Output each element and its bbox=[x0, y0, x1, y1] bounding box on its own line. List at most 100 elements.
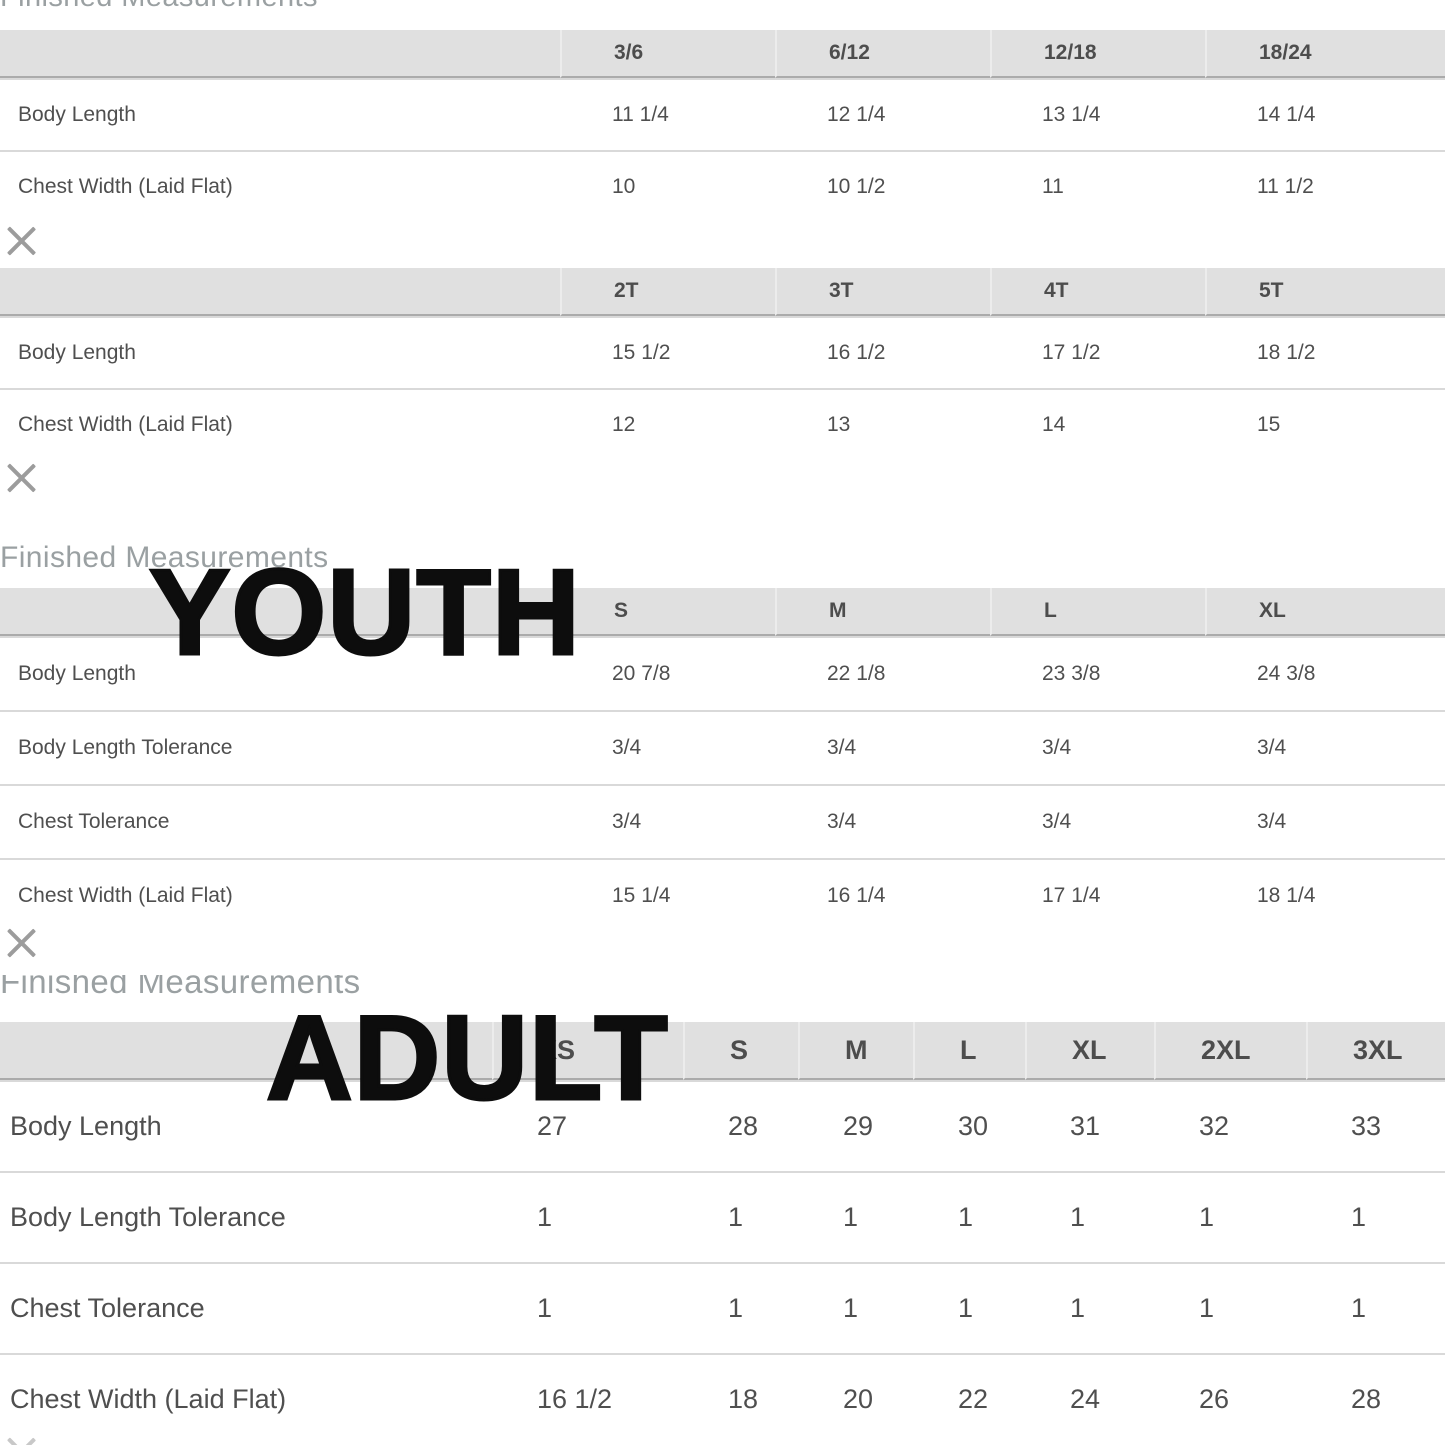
section-title-youth: Finished Measurements bbox=[0, 541, 329, 574]
header-spacer bbox=[0, 30, 560, 78]
cell-value: 27 bbox=[492, 1080, 683, 1171]
cell-value: 30 bbox=[913, 1080, 1025, 1171]
cell-value: 11 1/4 bbox=[560, 78, 775, 150]
cell-value: 3/4 bbox=[560, 710, 775, 784]
table-row: Chest Tolerance 1 1 1 1 1 1 1 bbox=[0, 1262, 1445, 1353]
row-label: Chest Width (Laid Flat) bbox=[0, 388, 560, 460]
column-header-xl: XL bbox=[1025, 1022, 1154, 1080]
cell-value: 1 bbox=[492, 1171, 683, 1262]
column-header-3xl: 3XL bbox=[1306, 1022, 1445, 1080]
youth-overlay-text: YOUTH bbox=[148, 544, 582, 680]
table-row: Body Length 15 1/2 16 1/2 17 1/2 18 1/2 bbox=[0, 316, 1445, 388]
cell-value: 1 bbox=[1306, 1171, 1445, 1262]
cell-value: 24 3/8 bbox=[1205, 636, 1445, 710]
row-label: Body Length bbox=[0, 1080, 492, 1171]
column-header-m: M bbox=[775, 588, 990, 636]
column-header-m: M bbox=[798, 1022, 913, 1080]
column-header-xs: XS bbox=[492, 1022, 683, 1080]
cell-value: 29 bbox=[798, 1080, 913, 1171]
table-row: Chest Width (Laid Flat) 15 1/4 16 1/4 17 1/… bbox=[0, 858, 1445, 932]
header-spacer bbox=[0, 268, 560, 316]
close-icon[interactable] bbox=[7, 226, 37, 256]
cell-value: 1 bbox=[798, 1262, 913, 1353]
cell-value: 3/4 bbox=[990, 784, 1205, 858]
row-label: Body Length bbox=[0, 636, 560, 710]
row-label: Body Length Tolerance bbox=[0, 710, 560, 784]
cell-value: 15 1/2 bbox=[560, 316, 775, 388]
table-row: Body Length 27 28 29 30 31 32 33 bbox=[0, 1080, 1445, 1171]
row-label: Chest Tolerance bbox=[0, 1262, 492, 1353]
cell-value: 16 1/4 bbox=[775, 858, 990, 932]
cell-value: 1 bbox=[1025, 1171, 1154, 1262]
youth-size-table: S M L XL Body Length 20 7/8 22 1/8 23 3/8 24 3/8… bbox=[0, 588, 1445, 932]
column-header-2t: 2T bbox=[560, 268, 775, 316]
cell-value: 33 bbox=[1306, 1080, 1445, 1171]
cell-value: 22 bbox=[913, 1353, 1025, 1444]
table-row: Body Length 11 1/4 12 1/4 13 1/4 14 1/4 bbox=[0, 78, 1445, 150]
close-icon[interactable] bbox=[7, 1437, 37, 1445]
cell-value: 10 bbox=[560, 150, 775, 222]
row-label: Chest Width (Laid Flat) bbox=[0, 1353, 492, 1444]
column-header-l: L bbox=[913, 1022, 1025, 1080]
header-spacer bbox=[0, 1022, 492, 1080]
cell-value: 10 1/2 bbox=[775, 150, 990, 222]
toddler-size-table: 2T 3T 4T 5T Body Length 15 1/2 16 1/2 17 1/2 18 … bbox=[0, 268, 1445, 460]
column-header-s: S bbox=[683, 1022, 798, 1080]
column-header-3-6: 3/6 bbox=[560, 30, 775, 78]
column-header-xl: XL bbox=[1205, 588, 1445, 636]
cell-value: 32 bbox=[1154, 1080, 1306, 1171]
column-header-2xl: 2XL bbox=[1154, 1022, 1306, 1080]
column-header-s: S bbox=[560, 588, 775, 636]
table-row: Chest Width (Laid Flat) 12 13 14 15 bbox=[0, 388, 1445, 460]
column-header-l: L bbox=[990, 588, 1205, 636]
cell-value: 24 bbox=[1025, 1353, 1154, 1444]
column-header-6-12: 6/12 bbox=[775, 30, 990, 78]
cell-value: 17 1/2 bbox=[990, 316, 1205, 388]
cell-value: 1 bbox=[798, 1171, 913, 1262]
table-row: Chest Tolerance 3/4 3/4 3/4 3/4 bbox=[0, 784, 1445, 858]
cell-value: 17 1/4 bbox=[990, 858, 1205, 932]
table-row: Chest Width (Laid Flat) 10 10 1/2 11 11 1/2 bbox=[0, 150, 1445, 222]
adult-size-table: XS S M L XL 2XL 3XL Body Length 27 28 29 30 31 32 33 Bo… bbox=[0, 1022, 1445, 1444]
column-header-18-24: 18/24 bbox=[1205, 30, 1445, 78]
section-title-adult: Finished Measurements bbox=[0, 975, 361, 1000]
cell-value: 13 bbox=[775, 388, 990, 460]
cell-value: 16 1/2 bbox=[492, 1353, 683, 1444]
cell-value: 15 1/4 bbox=[560, 858, 775, 932]
cell-value: 14 bbox=[990, 388, 1205, 460]
table-row: Body Length Tolerance 3/4 3/4 3/4 3/4 bbox=[0, 710, 1445, 784]
section-title-adult-clip: Finished Measurements bbox=[0, 975, 640, 1003]
row-label: Chest Tolerance bbox=[0, 784, 560, 858]
cell-value: 31 bbox=[1025, 1080, 1154, 1171]
cell-value: 22 1/8 bbox=[775, 636, 990, 710]
cell-value: 23 3/8 bbox=[990, 636, 1205, 710]
column-header-12-18: 12/18 bbox=[990, 30, 1205, 78]
cell-value: 1 bbox=[1154, 1262, 1306, 1353]
cell-value: 3/4 bbox=[560, 784, 775, 858]
cell-value: 3/4 bbox=[1205, 784, 1445, 858]
cell-value: 3/4 bbox=[990, 710, 1205, 784]
cell-value: 18 1/2 bbox=[1205, 316, 1445, 388]
cell-value: 3/4 bbox=[775, 784, 990, 858]
cell-value: 12 bbox=[560, 388, 775, 460]
row-label: Chest Width (Laid Flat) bbox=[0, 858, 560, 932]
header-row: 2T 3T 4T 5T bbox=[0, 268, 1445, 316]
cell-value: 3/4 bbox=[1205, 710, 1445, 784]
cell-value: 13 1/4 bbox=[990, 78, 1205, 150]
row-label: Body Length bbox=[0, 78, 560, 150]
close-icon[interactable] bbox=[7, 928, 37, 958]
column-header-5t: 5T bbox=[1205, 268, 1445, 316]
section-title-infant: Finished Measurements bbox=[0, 0, 318, 14]
cell-value: 1 bbox=[683, 1262, 798, 1353]
close-icon[interactable] bbox=[7, 463, 37, 493]
cell-value: 1 bbox=[1306, 1262, 1445, 1353]
cell-value: 1 bbox=[492, 1262, 683, 1353]
cell-value: 20 bbox=[798, 1353, 913, 1444]
cell-value: 26 bbox=[1154, 1353, 1306, 1444]
cell-value: 11 1/2 bbox=[1205, 150, 1445, 222]
cell-value: 18 1/4 bbox=[1205, 858, 1445, 932]
cell-value: 12 1/4 bbox=[775, 78, 990, 150]
cell-value: 16 1/2 bbox=[775, 316, 990, 388]
header-row: 3/6 6/12 12/18 18/24 bbox=[0, 30, 1445, 78]
cell-value: 18 bbox=[683, 1353, 798, 1444]
